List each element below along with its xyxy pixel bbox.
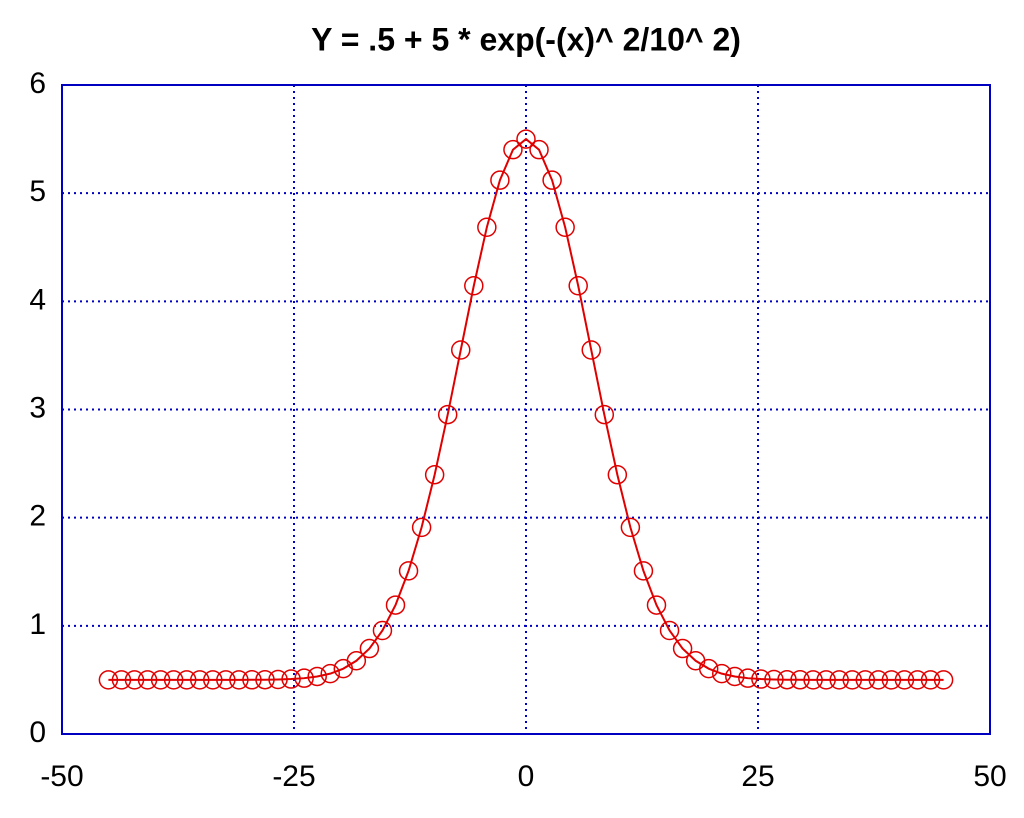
data-point xyxy=(268,669,288,690)
data-point xyxy=(490,170,510,190)
data-point xyxy=(672,638,693,659)
data-point xyxy=(633,561,654,581)
data-point xyxy=(124,670,145,690)
y-tick-label: 1 xyxy=(29,608,46,641)
data-point xyxy=(712,663,732,684)
data-point xyxy=(803,670,823,690)
data-point xyxy=(203,670,223,690)
data-point xyxy=(646,595,667,615)
data-point xyxy=(881,670,902,690)
data-point xyxy=(698,658,719,679)
y-tick-label: 3 xyxy=(29,391,46,424)
data-point xyxy=(894,670,915,690)
data-point xyxy=(216,670,236,690)
data-point xyxy=(307,666,327,687)
data-point xyxy=(111,670,132,690)
x-tick-label: 25 xyxy=(741,760,774,793)
data-point xyxy=(255,669,275,690)
data-point xyxy=(464,276,484,296)
data-point xyxy=(516,129,536,149)
data-point xyxy=(190,670,210,690)
data-point xyxy=(529,139,549,160)
data-point xyxy=(581,340,601,360)
data-point xyxy=(764,669,784,690)
data-point xyxy=(372,620,393,641)
data-point xyxy=(385,595,406,615)
data-point xyxy=(229,670,249,690)
data-point xyxy=(725,666,745,687)
data-point xyxy=(920,670,941,690)
data-point xyxy=(751,669,771,689)
data-point xyxy=(346,651,367,671)
data-point xyxy=(242,670,262,690)
data-point xyxy=(398,561,419,581)
data-point xyxy=(294,668,314,688)
data-point xyxy=(607,464,628,485)
data-point xyxy=(359,638,380,659)
data-point xyxy=(907,670,928,690)
data-point xyxy=(790,670,810,690)
data-point xyxy=(503,139,523,160)
y-tick-label: 0 xyxy=(29,716,46,749)
x-tick-label: 0 xyxy=(518,760,535,793)
y-tick-label: 5 xyxy=(29,175,46,208)
data-point xyxy=(411,517,432,538)
data-point xyxy=(451,340,471,360)
data-point xyxy=(842,670,862,690)
data-point xyxy=(594,404,615,425)
data-point xyxy=(933,670,954,690)
data-point xyxy=(437,404,458,425)
y-tick-label: 2 xyxy=(29,500,46,533)
plot-frame xyxy=(61,84,991,735)
x-tick-label: -50 xyxy=(40,760,83,793)
chart-title: Y = .5 + 5 * exp(-(x)^ 2/10^ 2) xyxy=(311,21,741,57)
data-point xyxy=(816,670,836,690)
y-tick-label: 6 xyxy=(29,67,46,100)
data-point xyxy=(137,670,158,690)
data-point xyxy=(150,670,171,690)
data-point xyxy=(659,620,680,641)
x-tick-label: -25 xyxy=(272,760,315,793)
data-point xyxy=(855,670,876,690)
data-point xyxy=(777,669,797,690)
data-point xyxy=(542,170,562,190)
data-point xyxy=(163,670,184,690)
data-point xyxy=(555,217,575,237)
data-point xyxy=(477,217,497,237)
data-point xyxy=(738,668,758,688)
data-point xyxy=(176,670,197,690)
data-point xyxy=(424,464,445,485)
x-tick-label: 50 xyxy=(973,760,1006,793)
data-point xyxy=(568,276,588,296)
data-point xyxy=(281,669,301,689)
data-point xyxy=(320,663,340,684)
data-point xyxy=(829,670,849,690)
data-point xyxy=(98,670,119,690)
data-point xyxy=(868,670,889,690)
data-point xyxy=(620,517,641,538)
y-tick-label: 4 xyxy=(29,283,46,316)
